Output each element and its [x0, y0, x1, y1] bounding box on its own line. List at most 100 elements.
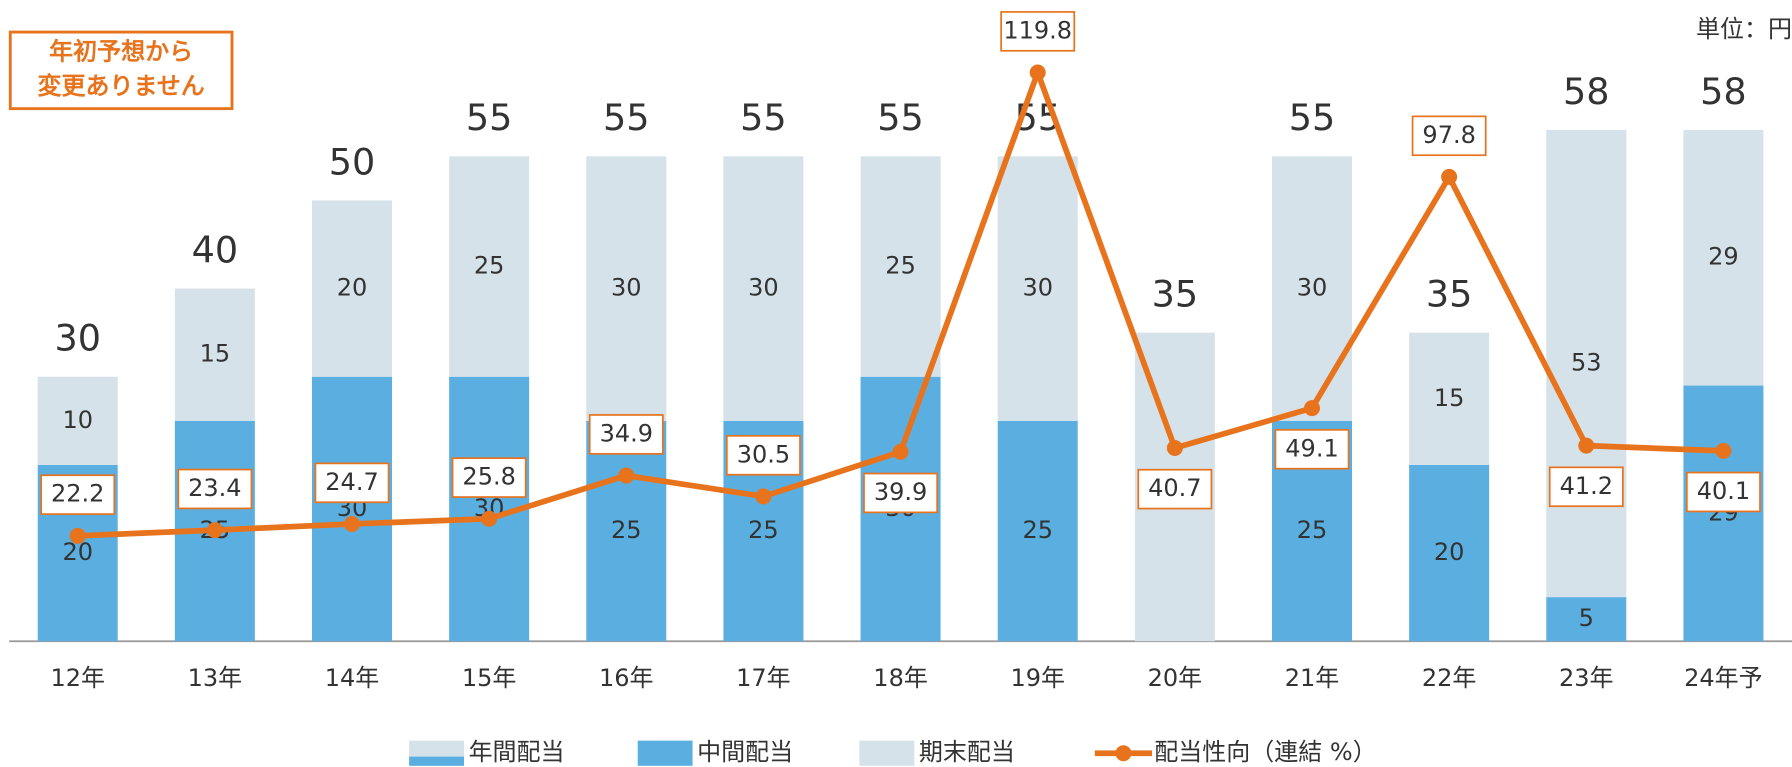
legend-swatch [859, 740, 915, 766]
line-label: 30.5 [737, 440, 790, 468]
segment-label: 30 [748, 274, 779, 302]
segment-label: 30 [1022, 274, 1053, 302]
legend-dot [1115, 745, 1132, 762]
line-point [755, 488, 772, 505]
bar-segment [997, 156, 1078, 421]
line-point [481, 510, 498, 527]
segment-label: 25 [1297, 516, 1328, 544]
segment-label: 5 [1579, 604, 1594, 632]
line-point [892, 443, 909, 460]
line-label: 22.2 [51, 480, 104, 508]
line-label: 40.7 [1148, 474, 1201, 502]
line-label-box [725, 434, 801, 476]
bar-segment [586, 156, 667, 421]
line-label-box [177, 468, 253, 510]
line-label: 41.2 [1560, 472, 1613, 500]
segment-label: 20 [337, 274, 368, 302]
segment-label: 25 [885, 252, 916, 280]
annotation: 年初予想から変更ありません [38, 38, 205, 100]
x-tick-label: 21年 [1285, 664, 1340, 692]
line-label: 119.8 [1003, 16, 1072, 44]
line-label-box [1411, 115, 1487, 157]
line-label-box [314, 462, 390, 504]
segment-label: 25 [611, 516, 642, 544]
line-label-box [40, 474, 116, 515]
line-label-box [1548, 466, 1624, 508]
line-point [1715, 442, 1732, 459]
line-label: 24.7 [325, 468, 378, 496]
x-tick-label: 12年 [50, 664, 105, 692]
line-label: 39.9 [874, 478, 927, 506]
legend-label: 中間配当 [697, 738, 793, 766]
total-label: 55 [1289, 96, 1336, 139]
segment-label: 15 [200, 340, 231, 368]
line-label-box [1137, 468, 1213, 510]
segment-label: 29 [1708, 243, 1739, 271]
bar-segment [312, 376, 392, 642]
line-point [1166, 440, 1183, 457]
bar-segment [586, 420, 667, 642]
unit-label: 単位：円 [1696, 15, 1792, 43]
line-label: 25.8 [462, 463, 515, 491]
total-label: 55 [740, 96, 787, 139]
x-tick-label: 23年 [1559, 664, 1614, 692]
line-label-box [451, 457, 527, 498]
annotation-box [8, 30, 234, 111]
segment-label: 20 [1434, 538, 1465, 566]
x-tick-label: 19年 [1010, 664, 1065, 692]
segment-label: 25 [1022, 516, 1053, 544]
bar-segment [1409, 332, 1490, 465]
line-label-box [1000, 11, 1076, 52]
line-point [1304, 400, 1320, 417]
bar-segment [997, 420, 1078, 642]
segment-label: 25 [748, 516, 779, 544]
x-tick-label: 20年 [1148, 664, 1203, 692]
bar-segment [1546, 597, 1627, 642]
segment-label: 15 [1434, 384, 1465, 412]
total-label: 55 [877, 96, 924, 139]
bar-segment [1683, 129, 1764, 386]
bar-segment [312, 200, 392, 377]
bar-segment [449, 156, 530, 377]
x-tick-label: 16年 [599, 664, 654, 692]
bar-segment [1272, 156, 1352, 421]
x-tick-label: 17年 [736, 664, 791, 692]
total-label: 35 [1426, 273, 1473, 316]
line-point [1029, 64, 1046, 81]
legend-label: 配当性向（連結 %） [1154, 738, 1376, 766]
total-label: 35 [1152, 273, 1199, 316]
bar-segment [37, 376, 118, 465]
segment-label: 53 [1571, 349, 1602, 377]
total-label: 40 [192, 228, 239, 271]
bar-segment [1546, 129, 1627, 598]
legend-swatch-part [409, 756, 464, 766]
line-label: 97.8 [1422, 121, 1475, 149]
line-label: 49.1 [1285, 434, 1338, 462]
line-point [1441, 168, 1458, 185]
bar-segment [1683, 385, 1764, 642]
bar-segment [1409, 464, 1490, 642]
total-label: 55 [466, 96, 513, 139]
segment-label: 30 [611, 274, 642, 302]
segment-label: 25 [474, 252, 505, 280]
line-label: 40.1 [1697, 477, 1750, 505]
x-tick-label: 18年 [873, 664, 928, 692]
line-label-box [1686, 471, 1761, 513]
legend-label: 年間配当 [469, 738, 565, 766]
total-label: 55 [603, 96, 650, 139]
line-label: 34.9 [600, 419, 653, 447]
line-point [1578, 437, 1595, 454]
x-tick-label: 22年 [1422, 664, 1477, 692]
line-point [618, 467, 635, 484]
line-label-box [588, 414, 664, 455]
x-tick-label: 15年 [462, 664, 517, 692]
x-tick-label: 14年 [325, 664, 380, 692]
line-label-box [863, 472, 938, 514]
line-label: 23.4 [188, 474, 241, 502]
legend-swatch [637, 740, 693, 766]
segment-label: 10 [62, 406, 93, 434]
bar-segment [174, 288, 255, 421]
total-label: 58 [1700, 70, 1747, 113]
bar-segment [860, 156, 941, 377]
